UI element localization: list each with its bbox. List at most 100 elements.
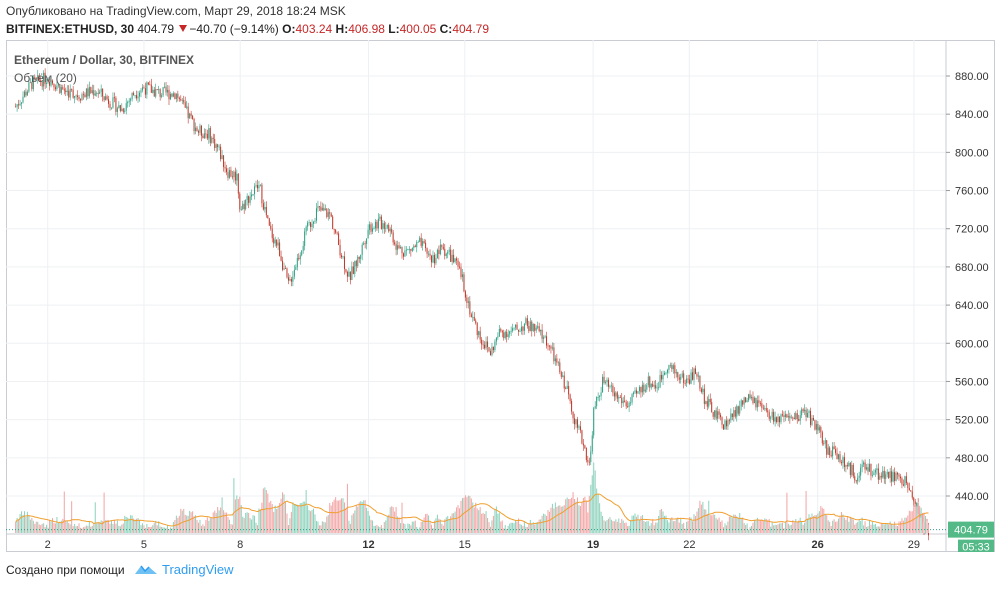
volume-bar: [783, 528, 785, 533]
candle-body: [672, 365, 674, 370]
candle-body: [317, 206, 319, 209]
volume-bar: [147, 526, 149, 533]
volume-bar: [168, 529, 170, 533]
candle-body: [327, 212, 329, 217]
candle-body: [588, 461, 590, 463]
volume-bar: [450, 516, 452, 533]
tradingview-link[interactable]: TradingView: [161, 562, 234, 577]
volume-bar: [447, 516, 449, 533]
candle-body: [436, 249, 438, 259]
volume-bar: [335, 497, 337, 533]
volume-bar: [113, 520, 115, 533]
volume-bar: [85, 525, 87, 533]
volume-bar: [776, 524, 778, 533]
candle-body: [277, 242, 279, 246]
volume-bar: [286, 513, 288, 533]
volume-bar: [637, 514, 639, 533]
candle-body: [469, 301, 471, 315]
candle-body: [137, 96, 139, 99]
volume-bar: [718, 517, 720, 533]
volume-bar: [398, 517, 400, 533]
volume-bar: [867, 526, 869, 533]
y-tick-label: 760.00: [955, 186, 989, 198]
volume-bar: [240, 505, 242, 533]
candle-body: [187, 106, 189, 119]
volume-bar: [616, 521, 618, 533]
candle-body: [87, 88, 89, 97]
volume-bar: [770, 526, 772, 533]
volume-bar: [910, 511, 912, 533]
candle-body: [307, 222, 309, 227]
candle-body: [476, 323, 478, 335]
candle-body: [264, 206, 266, 210]
candle-body: [860, 467, 862, 476]
volume-bar: [451, 513, 453, 533]
candle-body: [587, 459, 589, 462]
candle-body: [169, 93, 171, 100]
candle-body: [733, 410, 735, 418]
volume-bar: [663, 515, 666, 533]
volume-bar: [93, 524, 95, 533]
candle-body: [643, 384, 645, 392]
price-chart[interactable]: 880.00 840.00 800.00 760.00 720.00 680.00 640.…: [6, 40, 995, 552]
volume-bar: [784, 522, 786, 533]
volume-bar: [668, 522, 670, 533]
candle-body: [314, 220, 316, 222]
candle-body: [709, 399, 711, 403]
volume-bar: [820, 506, 822, 533]
x-tick-label: 15: [459, 539, 471, 551]
candle-body: [144, 88, 146, 95]
volume-bar: [594, 470, 596, 533]
volume-bar: [746, 523, 748, 533]
candle-body: [537, 326, 539, 328]
candle-body: [214, 138, 216, 148]
volume-bar: [554, 502, 556, 533]
volume-bar: [596, 488, 598, 533]
volume-bar: [602, 516, 604, 533]
volume-bar: [41, 523, 43, 533]
volume-bar: [575, 501, 577, 533]
candle-body: [823, 443, 825, 445]
candle-body: [489, 351, 492, 356]
volume-bar: [647, 521, 649, 533]
volume-bar: [722, 527, 725, 533]
candle-body: [902, 484, 904, 486]
volume-bar: [332, 501, 334, 533]
candle-body: [26, 91, 28, 96]
candle-body: [108, 99, 110, 104]
tradingview-logo-icon[interactable]: [134, 562, 158, 579]
volume-bar: [164, 527, 166, 533]
x-tick-label: 22: [683, 539, 695, 551]
volume-bar: [487, 517, 489, 533]
volume-bar: [579, 506, 581, 533]
candle-body: [748, 394, 750, 401]
volume-bar: [318, 525, 320, 533]
volume-bar: [195, 515, 197, 533]
volume-bar: [108, 520, 110, 533]
volume-bar: [512, 522, 514, 533]
candle-body: [787, 415, 789, 418]
candle-body: [51, 80, 54, 84]
volume-bar: [21, 511, 23, 533]
candle-body: [38, 75, 40, 81]
candle-body: [71, 88, 73, 90]
volume-bar: [59, 521, 61, 533]
footer: Создано при помощи TradingView: [6, 562, 234, 579]
candle-body: [435, 258, 437, 264]
candle-body: [628, 402, 630, 408]
close-label: C:: [439, 22, 453, 36]
volume-bar: [308, 510, 310, 533]
volume-bar: [756, 517, 758, 533]
volume-bar: [531, 523, 533, 533]
candle-body: [121, 108, 123, 111]
candle-body: [581, 430, 583, 444]
volume-bar: [457, 505, 459, 533]
volume-bar: [218, 510, 220, 533]
volume-bar: [535, 522, 537, 533]
candle-body: [529, 321, 531, 332]
candle-body: [444, 248, 446, 256]
candle-body: [202, 135, 204, 139]
candle-body: [658, 387, 660, 389]
candle-body: [874, 470, 876, 473]
candle-body: [835, 449, 837, 454]
